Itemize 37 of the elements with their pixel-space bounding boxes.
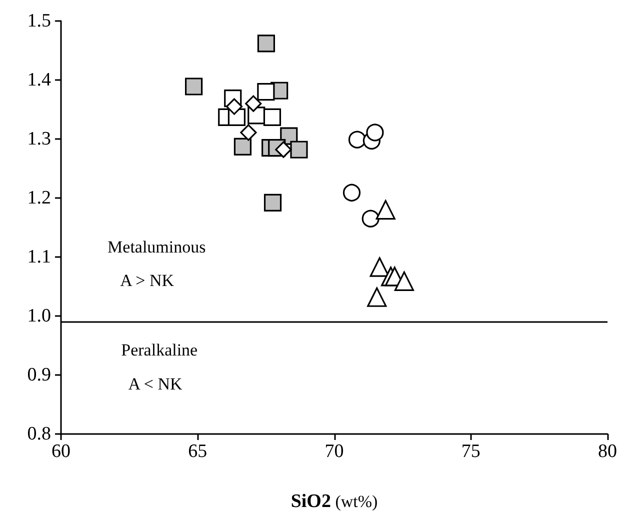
annotation: A > NK	[120, 271, 175, 290]
point	[362, 210, 380, 228]
point	[275, 141, 292, 158]
x-tick-label: 75	[461, 441, 480, 462]
point	[185, 78, 203, 96]
point	[376, 200, 396, 220]
point	[257, 83, 275, 101]
point	[257, 34, 276, 52]
y-tick-label: 0.9	[27, 364, 51, 386]
annotation: Peralkaline	[121, 340, 198, 360]
y-tick-label: 1.1	[27, 246, 51, 268]
y-tick-label: 1.0	[27, 306, 51, 326]
point	[263, 108, 282, 126]
point	[348, 130, 366, 148]
y-tick-label: 0.8	[27, 424, 51, 444]
annotation: A < NK	[128, 374, 183, 394]
point	[226, 98, 243, 115]
point	[240, 124, 257, 141]
point	[290, 140, 308, 158]
x-tick-label: 65	[188, 441, 208, 462]
y-tick-label: 1.2	[27, 188, 51, 208]
point	[366, 124, 384, 142]
y-tick-label: 1.3	[27, 128, 51, 150]
point	[394, 271, 414, 291]
annotation: Metaluminous	[108, 237, 206, 256]
point	[367, 287, 387, 307]
y-tick-label: 1.5	[27, 10, 51, 32]
point	[264, 194, 282, 212]
point	[342, 184, 361, 202]
y-tick-label: 1.4	[27, 70, 52, 90]
x-tick-label: 80	[598, 441, 617, 462]
x-tick-label: 60	[52, 441, 70, 462]
point	[370, 257, 390, 277]
point	[234, 138, 252, 156]
x-axis-title: SiO2 (wt%)	[290, 491, 378, 512]
point	[245, 95, 262, 112]
x-tick-label: 70	[324, 441, 344, 462]
